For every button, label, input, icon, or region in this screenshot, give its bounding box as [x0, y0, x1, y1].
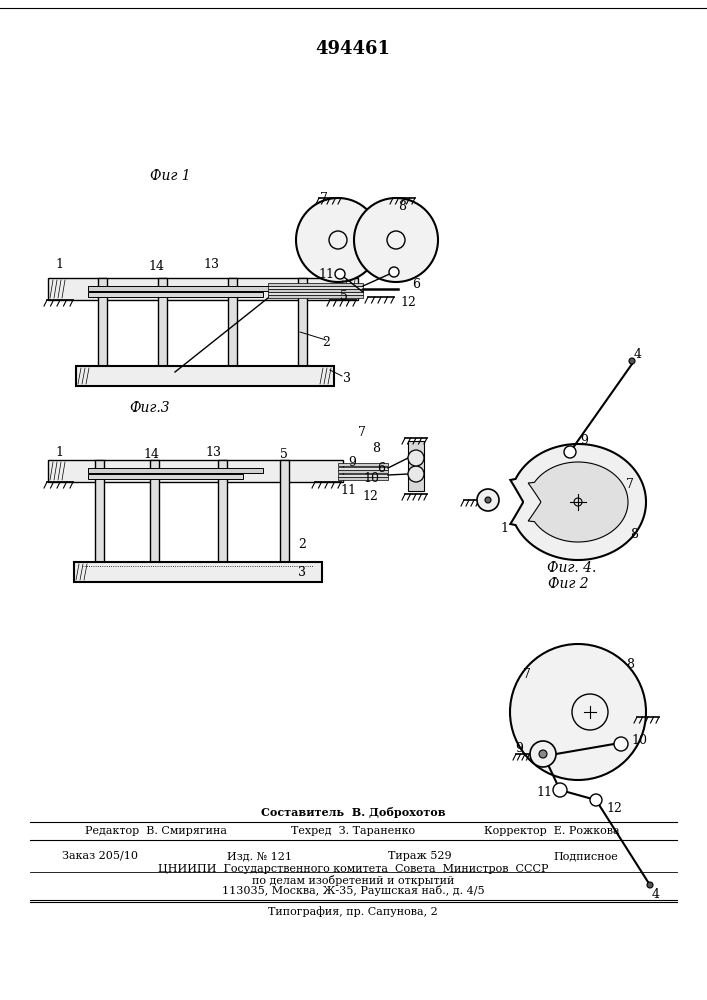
- Text: 113035, Москва, Ж-35, Раушская наб., д. 4/5: 113035, Москва, Ж-35, Раушская наб., д. …: [222, 886, 484, 896]
- Text: 6: 6: [377, 462, 385, 475]
- Text: 7: 7: [626, 478, 634, 490]
- Text: 14: 14: [148, 259, 164, 272]
- Text: 1: 1: [500, 522, 508, 534]
- Polygon shape: [88, 292, 263, 297]
- Polygon shape: [74, 562, 322, 582]
- Text: ЦНИИПИ  Государственного комитета  Совета  Министров  СССР: ЦНИИПИ Государственного комитета Совета …: [158, 864, 548, 874]
- Circle shape: [510, 644, 646, 780]
- Circle shape: [296, 198, 380, 282]
- Text: 4: 4: [652, 888, 660, 900]
- Circle shape: [647, 882, 653, 888]
- Text: 13: 13: [205, 446, 221, 458]
- Circle shape: [539, 750, 547, 758]
- Text: 14: 14: [143, 448, 159, 460]
- Polygon shape: [408, 441, 424, 491]
- Text: Типография, пр. Сапунова, 2: Типография, пр. Сапунова, 2: [268, 907, 438, 917]
- Text: Фиг 1: Фиг 1: [150, 169, 190, 183]
- Text: Составитель  В. Доброхотов: Составитель В. Доброхотов: [261, 806, 445, 818]
- Text: Фиг. 4.: Фиг. 4.: [547, 561, 597, 575]
- Circle shape: [477, 489, 499, 511]
- Polygon shape: [158, 278, 167, 368]
- Polygon shape: [48, 460, 343, 482]
- Text: 11: 11: [318, 267, 334, 280]
- Text: Фиг.3: Фиг.3: [129, 401, 170, 415]
- Text: 12: 12: [362, 489, 378, 502]
- Circle shape: [553, 783, 567, 797]
- Polygon shape: [95, 460, 104, 565]
- Polygon shape: [150, 460, 159, 565]
- Polygon shape: [338, 474, 388, 477]
- Text: 6: 6: [412, 277, 420, 290]
- Polygon shape: [268, 283, 363, 286]
- Circle shape: [335, 269, 345, 279]
- Text: 10: 10: [363, 472, 379, 485]
- Text: 494461: 494461: [315, 40, 390, 58]
- Polygon shape: [338, 463, 388, 466]
- Circle shape: [614, 737, 628, 751]
- Polygon shape: [298, 278, 307, 368]
- Polygon shape: [88, 468, 263, 473]
- Polygon shape: [88, 286, 283, 291]
- Text: 8: 8: [398, 200, 406, 214]
- Text: Фиг 2: Фиг 2: [548, 577, 588, 591]
- Text: Техред  З. Тараненко: Техред З. Тараненко: [291, 826, 415, 836]
- Polygon shape: [268, 292, 363, 295]
- Circle shape: [629, 358, 635, 364]
- Text: 1: 1: [55, 446, 63, 458]
- Polygon shape: [48, 278, 358, 300]
- Text: 7: 7: [358, 426, 366, 438]
- Text: Корректор  Е. Рожкова: Корректор Е. Рожкова: [484, 826, 620, 836]
- Text: Редактор  В. Смирягина: Редактор В. Смирягина: [85, 826, 227, 836]
- Text: Подписное: Подписное: [554, 851, 618, 861]
- Text: Заказ 205/10: Заказ 205/10: [62, 851, 138, 861]
- Circle shape: [590, 794, 602, 806]
- Polygon shape: [98, 278, 107, 368]
- Text: Изд. № 121: Изд. № 121: [228, 851, 293, 861]
- Text: 13: 13: [203, 257, 219, 270]
- Text: 2: 2: [322, 336, 330, 349]
- Text: 9: 9: [348, 456, 356, 468]
- Text: 7: 7: [320, 192, 328, 205]
- Polygon shape: [338, 470, 388, 473]
- Circle shape: [389, 267, 399, 277]
- Circle shape: [485, 497, 491, 503]
- Text: 2: 2: [298, 538, 306, 552]
- Text: 9: 9: [580, 434, 588, 446]
- Polygon shape: [88, 474, 243, 479]
- Text: 4: 4: [634, 348, 642, 360]
- Text: 8: 8: [626, 658, 634, 670]
- Text: 7: 7: [523, 668, 531, 680]
- Polygon shape: [338, 466, 388, 470]
- Text: 8: 8: [630, 528, 638, 540]
- Text: 12: 12: [400, 296, 416, 308]
- Text: 11: 11: [536, 786, 552, 800]
- Circle shape: [530, 741, 556, 767]
- Polygon shape: [268, 286, 363, 289]
- Polygon shape: [268, 289, 363, 292]
- Text: 3: 3: [343, 371, 351, 384]
- Text: Тираж 529: Тираж 529: [388, 851, 452, 861]
- Polygon shape: [280, 460, 289, 565]
- Circle shape: [408, 466, 424, 482]
- Text: 3: 3: [298, 566, 306, 578]
- Polygon shape: [528, 462, 628, 542]
- Text: 12: 12: [606, 802, 622, 814]
- Text: 10: 10: [631, 734, 647, 748]
- Polygon shape: [76, 366, 334, 386]
- Text: 11: 11: [340, 484, 356, 496]
- Circle shape: [564, 446, 576, 458]
- Polygon shape: [338, 477, 388, 480]
- Polygon shape: [268, 295, 363, 298]
- Text: по делам изобретений и открытий: по делам изобретений и открытий: [252, 874, 454, 886]
- Circle shape: [408, 450, 424, 466]
- Text: 9: 9: [515, 742, 523, 756]
- Polygon shape: [228, 278, 237, 368]
- Polygon shape: [218, 460, 227, 565]
- Text: 5: 5: [340, 290, 348, 304]
- Circle shape: [354, 198, 438, 282]
- Text: 5: 5: [280, 448, 288, 460]
- Polygon shape: [510, 444, 646, 560]
- Text: 8: 8: [372, 442, 380, 454]
- Text: 1: 1: [55, 257, 63, 270]
